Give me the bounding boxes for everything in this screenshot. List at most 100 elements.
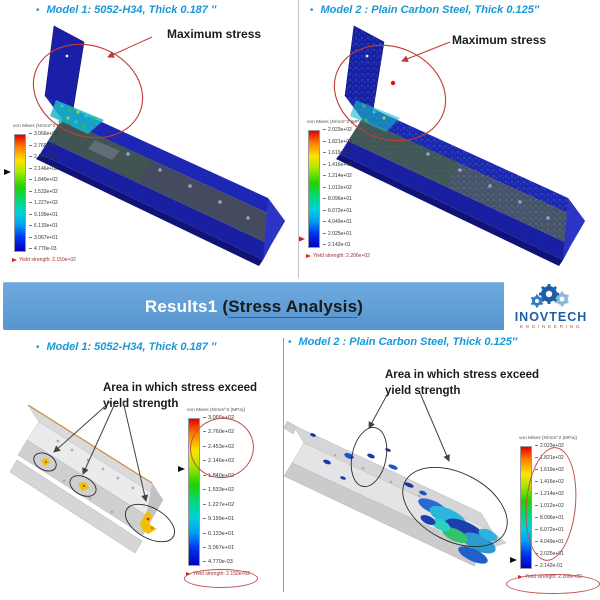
legend-tick: 6.133e+01	[29, 224, 58, 229]
bottom-panels-divider	[283, 338, 284, 592]
model2-stress-render	[333, 25, 585, 266]
legend-tick-values: 3.066e+02 2.760e+02 2.453e+02 2.146e+02 1.84…	[203, 415, 234, 566]
banner-paren-open: (	[222, 297, 229, 316]
legend-tick: 9.199e+01	[29, 212, 58, 218]
results-banner: Results1 (Stress Analysis)	[3, 282, 505, 330]
legend-tick: 1.416e+02	[323, 162, 352, 168]
yield-arrow-icon	[12, 258, 17, 262]
logo-subtitle: ENGINEERING	[519, 324, 583, 329]
legend-tick: 3.066e+02	[29, 132, 58, 137]
yield-strength-label: Yield strength: 2.206e+02	[306, 253, 392, 259]
yield-exceed-label-model1: Area in which stress exceed yield streng…	[103, 382, 258, 410]
yield-marker-arrow-icon	[178, 466, 185, 472]
legend-tick: 2.146e+02	[29, 166, 58, 172]
legend-tick: 1.840e+02	[29, 178, 58, 183]
yield-arrow-icon	[306, 254, 311, 258]
max-stress-label-model1: Maximum stress	[167, 27, 262, 41]
bullet-icon: •	[288, 337, 292, 348]
max-stress-callout-ellipse	[333, 41, 451, 142]
legend-tick: 2.142e-01	[323, 243, 352, 248]
legend-title: von Mises (N/mm^2 (MPa))	[187, 408, 246, 413]
legend-title: von Mises (N/mm^2 (MPa))	[519, 436, 578, 441]
yield-exceed-callout-ellipses	[33, 452, 176, 543]
model1-yield-render	[9, 400, 176, 554]
bullet-icon: •	[310, 5, 314, 16]
legend-tick: 1.012e+02	[323, 185, 352, 191]
legend-tick: 6.133e+01	[203, 531, 234, 538]
legend-tick: 6.072e+01	[535, 528, 564, 533]
model1-title-text: Model 1: 5052-H34, Thick 0.187 ″	[46, 341, 217, 353]
model2-top-title: • Model 2 : Plain Carbon Steel, Thick 0.…	[310, 4, 539, 16]
legend-tick: 2.760e+02	[203, 430, 234, 436]
legend-tick: 1.227e+02	[203, 502, 234, 509]
inovtech-logo: INOVTECH ENGINEERING	[504, 280, 598, 332]
legend-tick: 2.142e-01	[535, 564, 564, 569]
von-mises-legend-model2-bottom: von Mises (N/mm^2 (MPa)) 2.023e+02 1.821e…	[510, 436, 600, 580]
max-stress-callout-ellipse	[32, 36, 153, 139]
legend-tick: 4.770e-03	[29, 247, 58, 252]
legend-tick: 8.096e+01	[535, 516, 564, 521]
legend-tick: 1.821e+02	[535, 456, 564, 461]
yield-strength-label: Yield strength: 2.150e+02	[12, 257, 98, 263]
legend-tick-values: 2.023e+02 1.821e+02 1.619e+02 1.416e+02 1.21…	[535, 444, 564, 569]
legend-tick: 1.821e+02	[323, 139, 352, 145]
legend-tick: 1.619e+02	[535, 468, 564, 473]
yield-marker-arrow-icon	[298, 236, 305, 242]
legend-tick: 4.770e-03	[203, 560, 234, 566]
legend-title: von Mises (N/mm^2 (MPa))	[13, 124, 72, 129]
legend-tick-values: 3.066e+02 2.760e+02 2.453e+02 2.146e+02 1.84…	[29, 132, 58, 252]
legend-tick: 3.067e+01	[29, 235, 58, 241]
legend-tick: 1.012e+02	[535, 504, 564, 509]
legend-tick: 2.760e+02	[29, 143, 58, 149]
banner-paren-close: )	[357, 297, 364, 316]
banner-title-highlight: Stress Analysis	[228, 297, 358, 318]
legend-tick: 1.416e+02	[535, 480, 564, 485]
color-scale-bar	[188, 418, 200, 566]
color-scale-bar	[520, 446, 532, 569]
legend-tick: 1.840e+02	[203, 473, 234, 480]
legend-tick: 3.066e+02	[203, 415, 234, 422]
yield-value-circle	[506, 574, 600, 594]
legend-tick: 2.023e+02	[535, 444, 564, 449]
yield-marker-arrow-icon	[510, 557, 517, 563]
legend-tick: 1.533e+02	[203, 488, 234, 494]
part-channel	[336, 96, 585, 266]
model2-title-text: Model 2 : Plain Carbon Steel, Thick 0.12…	[320, 4, 540, 16]
legend-tick: 2.453e+02	[29, 155, 58, 160]
legend-tick: 6.072e+01	[323, 208, 352, 214]
legend-tick: 4.049e+01	[535, 540, 564, 545]
legend-tick: 2.023e+02	[323, 128, 352, 133]
color-scale-bar	[308, 130, 320, 248]
model2-bottom-title: • Model 2 : Plain Carbon Steel, Thick 0.…	[288, 336, 517, 348]
stress-hotspot-patch	[350, 80, 400, 132]
von-mises-legend-model2-top: von Mises (N/mm^2 (MPa)) 2.023e+02 1.821e…	[298, 120, 392, 259]
bullet-icon: •	[36, 342, 40, 353]
part-fin	[44, 25, 85, 111]
bullet-icon: •	[36, 5, 40, 16]
legend-title: von Mises (N/mm^2 (MPa))	[307, 120, 366, 125]
von-mises-legend-model1-top: von Mises (N/mm^2 (MPa)) 3.066e+02 2.760e…	[4, 124, 98, 263]
callout-arrows	[53, 400, 149, 502]
legend-tick: 2.025e+01	[323, 231, 352, 237]
model1-top-title: • Model 1: 5052-H34, Thick 0.187 ″	[36, 4, 216, 16]
model2-title-text: Model 2 : Plain Carbon Steel, Thick 0.12…	[298, 336, 518, 348]
part-channel-gray	[9, 404, 164, 554]
yield-exceed-spots	[41, 458, 157, 534]
legend-tick: 2.025e+01	[535, 552, 564, 557]
legend-tick: 9.199e+01	[203, 517, 234, 523]
yield-exceed-callout-ellipses	[350, 426, 508, 547]
stress-hotspot-patch	[50, 100, 104, 134]
part-channel	[36, 96, 285, 266]
legend-tick: 1.227e+02	[29, 201, 58, 206]
model1-title-text: Model 1: 5052-H34, Thick 0.187 ″	[46, 4, 217, 16]
callout-arrows	[368, 392, 450, 462]
banner-title-prefix: Results1	[144, 297, 218, 316]
logo-name: INOVTECH	[514, 309, 588, 324]
legend-tick: 3.067e+01	[203, 545, 234, 552]
yield-exceed-label-model2: Area in which stress exceed yield streng…	[385, 369, 540, 397]
legend-tick: 1.533e+02	[29, 189, 58, 195]
yield-value-circle	[184, 569, 258, 588]
legend-tick: 2.146e+02	[203, 459, 234, 465]
gears-icon	[530, 283, 570, 307]
